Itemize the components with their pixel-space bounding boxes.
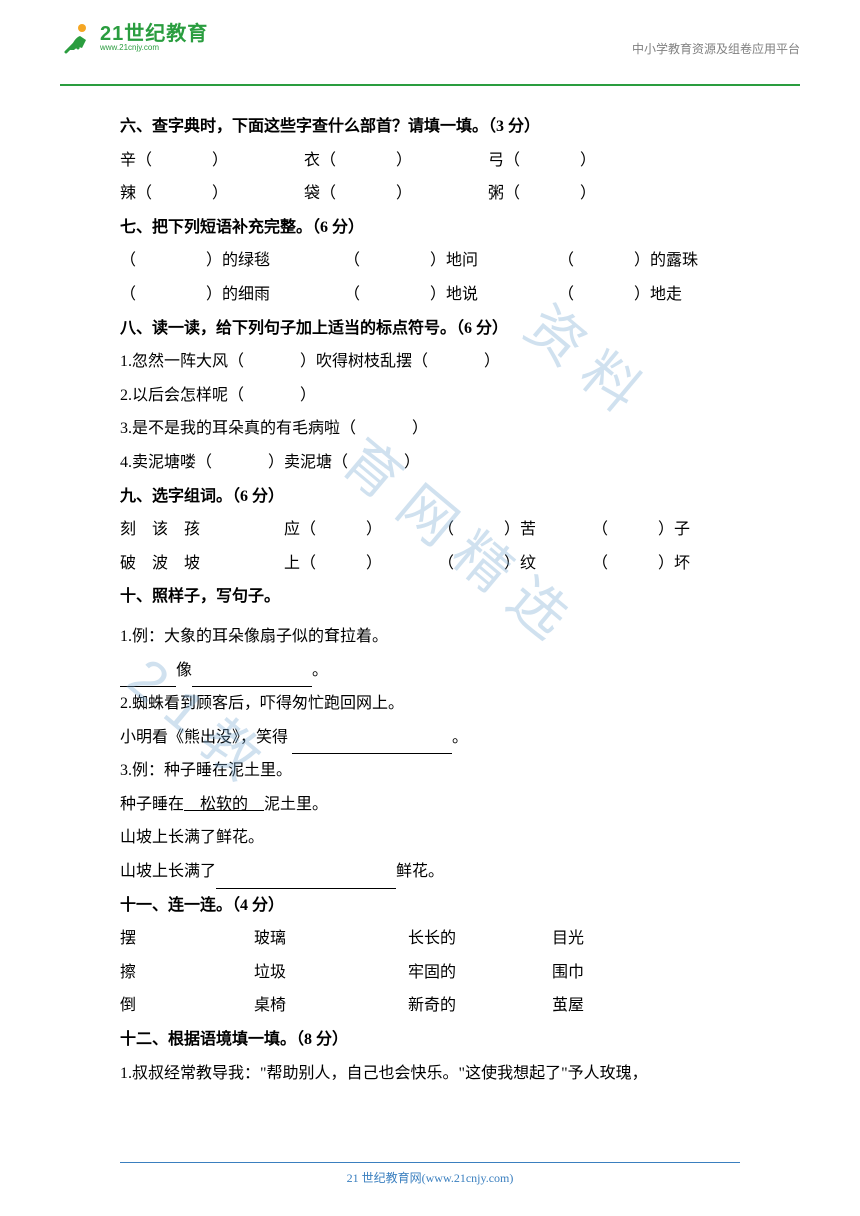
logo-sub-text: www.21cnjy.com [100, 44, 208, 52]
match-item: 牢固的 [408, 956, 548, 990]
word-options: 刻 该 孩 [120, 513, 280, 547]
section-10-title: 十、照样子，写句子。 [120, 580, 740, 614]
phrase-blank: （）地走 [558, 278, 682, 312]
page-footer: 21 世纪教育网(www.21cnjy.com) [0, 1162, 860, 1186]
section-12-l1: 1.叔叔经常教导我："帮助别人，自己也会快乐。"这使我想起了"予人玫瑰， [120, 1057, 740, 1091]
word-options: 破 波 坡 [120, 547, 280, 581]
phrase-blank: （）地说 [344, 278, 554, 312]
match-item: 长长的 [408, 922, 548, 956]
fill-blank [216, 869, 396, 888]
match-item: 摆 [120, 922, 250, 956]
section-11-title: 十一、连一连。（4 分） [120, 889, 740, 923]
document-body: 六、查字典时，下面这些字查什么部首？请填一填。（3 分） 辛（） 衣（） 弓（）… [0, 86, 860, 1090]
section-10-l1: 1.例：大象的耳朵像扇子似的耷拉着。 [120, 620, 740, 654]
section-7-row2: （）的细雨 （）地说 （）地走 [120, 278, 740, 312]
section-11-row3: 倒 桌椅 新奇的 茧屋 [120, 989, 740, 1023]
match-item: 玻璃 [254, 922, 404, 956]
section-11-row1: 摆 玻璃 长长的 目光 [120, 922, 740, 956]
section-10-l2: 2.蜘蛛看到顾客后，吓得匆忙跑回网上。 [120, 687, 740, 721]
q-char: 粥（） [488, 177, 668, 211]
phrase-blank: （）的细雨 [120, 278, 340, 312]
q-char: 弓（） [488, 144, 668, 178]
fill-blank [120, 668, 176, 687]
page-header: 21世纪教育 www.21cnjy.com 中小学教育资源及组卷应用平台 [0, 0, 860, 80]
phrase-blank: （）地问 [344, 244, 554, 278]
match-item: 围巾 [552, 956, 584, 990]
section-6-row2: 辣（） 袋（） 粥（） [120, 177, 740, 211]
q-char: 袋（） [304, 177, 484, 211]
phrase-blank: （）的露珠 [558, 244, 698, 278]
header-right-text: 中小学教育资源及组卷应用平台 [632, 40, 800, 57]
fill-blank [192, 668, 312, 687]
q-char: 衣（） [304, 144, 484, 178]
match-item: 倒 [120, 989, 250, 1023]
q-char: 辛（） [120, 144, 300, 178]
fill-blank [292, 735, 452, 754]
word-blank: （）坏 [592, 547, 690, 581]
section-8-line1: 1.忽然一阵大风（）吹得树枝乱摆（） [120, 345, 740, 379]
phrase-blank: （）的绿毯 [120, 244, 340, 278]
word-blank: 上（） [284, 547, 434, 581]
section-8-line3: 3.是不是我的耳朵真的有毛病啦（） [120, 412, 740, 446]
section-11-row2: 擦 垃圾 牢固的 围巾 [120, 956, 740, 990]
word-blank: （）纹 [438, 547, 588, 581]
section-10-l2b: 小明看《熊出没》，笑得 。 [120, 721, 740, 755]
section-7-row1: （）的绿毯 （）地问 （）的露珠 [120, 244, 740, 278]
logo-runner-icon [60, 20, 96, 56]
section-8-line2: 2.以后会怎样呢（） [120, 379, 740, 413]
section-8-title: 八、读一读，给下列句子加上适当的标点符号。（6 分） [120, 312, 740, 346]
section-9-row2: 破 波 坡 上（） （）纹 （）坏 [120, 547, 740, 581]
section-6-title: 六、查字典时，下面这些字查什么部首？请填一填。（3 分） [120, 110, 740, 144]
section-10-l3: 3.例：种子睡在泥土里。 [120, 754, 740, 788]
section-10-l3c: 山坡上长满了鲜花。 [120, 821, 740, 855]
q-char: 辣（） [120, 177, 300, 211]
match-item: 桌椅 [254, 989, 404, 1023]
section-6-row1: 辛（） 衣（） 弓（） [120, 144, 740, 178]
word-blank: （）子 [592, 513, 690, 547]
section-9-row1: 刻 该 孩 应（） （）苦 （）子 [120, 513, 740, 547]
logo-block: 21世纪教育 www.21cnjy.com [60, 20, 208, 56]
section-7-title: 七、把下列短语补充完整。（6 分） [120, 211, 740, 245]
match-item: 垃圾 [254, 956, 404, 990]
match-item: 擦 [120, 956, 250, 990]
match-item: 茧屋 [552, 989, 584, 1023]
footer-divider [120, 1162, 740, 1163]
logo-text: 21世纪教育 www.21cnjy.com [100, 24, 208, 52]
word-blank: （）苦 [438, 513, 588, 547]
footer-text: 21 世纪教育网(www.21cnjy.com) [347, 1171, 514, 1185]
match-item: 目光 [552, 922, 584, 956]
section-10-l3b: 种子睡在 松软的 泥土里。 [120, 788, 740, 822]
section-9-title: 九、选字组词。（6 分） [120, 480, 740, 514]
match-item: 新奇的 [408, 989, 548, 1023]
section-8-line4: 4.卖泥塘喽（）卖泥塘（） [120, 446, 740, 480]
section-10-l3d: 山坡上长满了鲜花。 [120, 855, 740, 889]
example-answer: 松软的 [184, 788, 264, 822]
section-12-title: 十二、根据语境填一填。（8 分） [120, 1023, 740, 1057]
section-10-l1-blank: 像。 [120, 654, 740, 688]
word-blank: 应（） [284, 513, 434, 547]
logo-main-text: 21世纪教育 [100, 24, 208, 44]
